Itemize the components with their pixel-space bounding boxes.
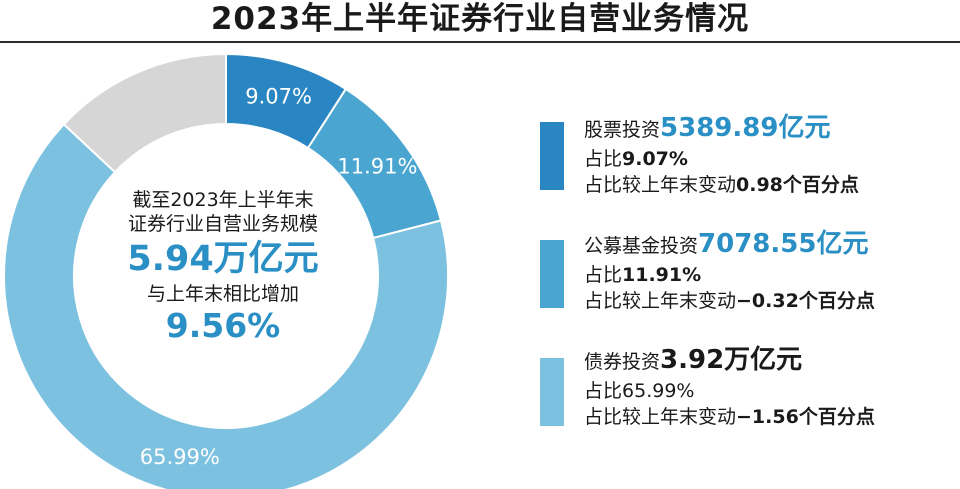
legend-change: 0.98个百分点 — [736, 174, 859, 196]
center-caption-3: 与上年末相比增加 — [146, 283, 299, 305]
legend-entry-stock: 股票投资5389.89亿元 占比9.07% 占比较上年末变动0.98个百分点 — [584, 112, 944, 198]
center-total-value: 5.94万亿元 — [127, 239, 319, 279]
legend-share: 11.91% — [622, 264, 702, 286]
legend-change: −1.56个百分点 — [736, 406, 875, 428]
donut-slice-label-1: 11.91% — [337, 154, 417, 178]
legend-change-label: 占比较上年末变动 — [584, 406, 737, 428]
legend-amount: 3.92万亿元 — [660, 345, 803, 375]
legend-name: 债券投资 — [584, 351, 661, 373]
legend-share: 65.99% — [622, 380, 695, 402]
legend-swatch-stock — [540, 122, 564, 190]
donut-slice-label-2: 65.99% — [140, 445, 220, 469]
legend-amount: 5389.89亿元 — [660, 113, 831, 143]
title-divider — [0, 41, 960, 43]
legend-entry-fund: 公募基金投资7078.55亿元 占比11.91% 占比较上年末变动−0.32个百… — [584, 228, 944, 314]
legend-share: 9.07% — [622, 148, 688, 170]
center-change-value: 9.56% — [165, 306, 281, 345]
legend-share-label: 占比 — [584, 264, 623, 286]
donut-slice-2 — [3, 122, 449, 489]
chart-title: 2023年上半年证券行业自营业务情况 — [210, 1, 750, 37]
donut-slice-3 — [62, 52, 227, 174]
center-caption-1: 截至2023年上半年末 — [132, 189, 314, 211]
legend-swatch-bond — [540, 358, 564, 426]
legend-change: −0.32个百分点 — [736, 290, 875, 312]
legend-name: 股票投资 — [584, 119, 661, 141]
legend-swatch-fund — [540, 240, 564, 308]
legend-amount: 7078.55亿元 — [698, 229, 869, 259]
legend-share-label: 占比 — [584, 148, 623, 170]
donut-slice-label-0: 9.07% — [245, 85, 312, 109]
legend-name: 公募基金投资 — [584, 235, 699, 257]
legend-change-label: 占比较上年末变动 — [584, 290, 737, 312]
center-caption-2: 证券行业自营业务规模 — [127, 213, 318, 235]
legend-share-label: 占比 — [584, 380, 623, 402]
legend-change-label: 占比较上年末变动 — [584, 174, 737, 196]
donut-center-text: 截至2023年上半年末 证券行业自营业务规模 5.94万亿元 与上年末相比增加 … — [92, 188, 354, 346]
legend-entry-bond: 债券投资3.92万亿元 占比65.99% 占比较上年末变动−1.56个百分点 — [584, 344, 944, 430]
